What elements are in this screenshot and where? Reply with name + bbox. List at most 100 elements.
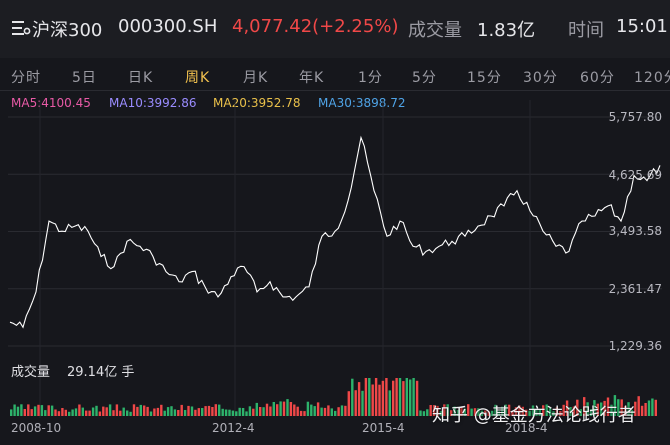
volume-bar (143, 405, 146, 416)
volume-bar (429, 405, 432, 416)
volume-bar (228, 409, 231, 416)
volume-bar (27, 404, 30, 416)
volume-bar (156, 407, 160, 416)
volume-bar (344, 405, 347, 416)
volume-bar (368, 378, 371, 416)
price-series-line (9, 135, 661, 329)
volume-bar (108, 404, 112, 416)
volume-bar (490, 410, 494, 416)
volume-bar (484, 410, 487, 416)
volume-bar (201, 408, 204, 416)
menu-search-icon[interactable] (11, 18, 31, 38)
volume-bar (78, 404, 81, 416)
volume-bar (620, 399, 623, 416)
volume-bar (507, 404, 511, 416)
tab-fenshi[interactable]: 分时 (11, 70, 41, 86)
volume-bar (224, 409, 228, 416)
volume-bar (589, 409, 593, 416)
volume-bar (576, 399, 579, 416)
volume-bar (463, 408, 466, 416)
volume-bar (13, 404, 16, 416)
volume-bar (64, 409, 67, 416)
volume-bar (450, 410, 453, 416)
volume-bar (606, 397, 610, 416)
volume-bar (651, 398, 654, 416)
volume-bar (504, 404, 507, 416)
volume-bar (511, 411, 514, 416)
tab-5day[interactable]: 5日 (72, 70, 97, 86)
volume-bar (136, 406, 139, 416)
volume-bar (470, 408, 473, 416)
volume-bar (446, 404, 449, 416)
volume-bar (347, 391, 350, 416)
volume-bar (381, 380, 385, 416)
volume-bar (364, 378, 368, 416)
tab-daily-k[interactable]: 日K (128, 70, 154, 86)
volume-bar (37, 404, 40, 416)
volume-bar (50, 405, 54, 416)
price-change: 4,077.42(+2.25%) (232, 16, 399, 37)
volume-bar (521, 406, 524, 416)
time-label: 时间 (568, 20, 604, 41)
volume-bar (467, 404, 470, 416)
ma30-label: MA30:3898.72 (318, 96, 406, 110)
volume-bar (197, 408, 200, 416)
volume-bar (405, 378, 408, 416)
volume-bar (443, 404, 446, 416)
volume-bar (190, 406, 194, 416)
volume-bar (115, 404, 119, 416)
x-tick-label: 2015-4 (362, 421, 405, 435)
volume-bar (126, 410, 129, 416)
tab-60min[interactable]: 60分 (580, 70, 615, 86)
volume-bar (170, 406, 173, 416)
volume-bar (647, 400, 651, 416)
volume-bar (241, 408, 245, 416)
volume-bar (327, 405, 330, 416)
volume-bar (303, 411, 306, 416)
volume-bar (71, 409, 74, 416)
tab-15min[interactable]: 15分 (467, 70, 502, 86)
volume-bar (88, 410, 91, 416)
volume-bar (374, 378, 378, 416)
volume-bar (180, 404, 183, 416)
tab-weekly-k[interactable]: 周K (185, 70, 211, 86)
tab-5min[interactable]: 5分 (412, 70, 437, 86)
volume-bar (392, 380, 395, 416)
volume-bar (102, 406, 105, 416)
volume-bar (153, 408, 156, 416)
volume-bar (276, 404, 279, 416)
volume-bar (20, 404, 23, 416)
volume-bar (119, 410, 122, 416)
volume-bar (357, 382, 361, 416)
volume-bar (409, 379, 412, 416)
volume-bar (221, 408, 224, 416)
volume-bar (177, 410, 180, 416)
volume-bar (415, 380, 419, 416)
volume-bar (316, 402, 320, 416)
ma10-label: MA10:3992.86 (109, 96, 197, 110)
volume-bar (371, 384, 374, 416)
volume-bar (525, 409, 528, 416)
volume-bar (160, 404, 163, 416)
watermark: 知乎 @基金方法论践行者 (432, 405, 636, 426)
tab-yearly-k[interactable]: 年K (299, 70, 325, 86)
volume-bar (245, 411, 248, 416)
volume-bar (68, 411, 71, 416)
volume-bar (402, 381, 405, 416)
volume-bar (654, 399, 657, 416)
volume-bar (214, 404, 217, 416)
volume-bar (54, 409, 57, 416)
volume-row-label: 成交量 (11, 365, 51, 380)
tab-1min[interactable]: 1分 (358, 70, 383, 86)
volume-bar (497, 411, 501, 416)
volume-bar (91, 407, 95, 416)
tab-monthly-k[interactable]: 月K (243, 70, 269, 86)
volume-bar (231, 410, 235, 416)
volume-bar (630, 409, 634, 416)
tab-120min[interactable]: 120分 (634, 70, 670, 86)
volume-bar (531, 405, 535, 416)
volume-bar (480, 410, 484, 416)
volume-bar (340, 405, 344, 416)
tab-30min[interactable]: 30分 (523, 70, 558, 86)
